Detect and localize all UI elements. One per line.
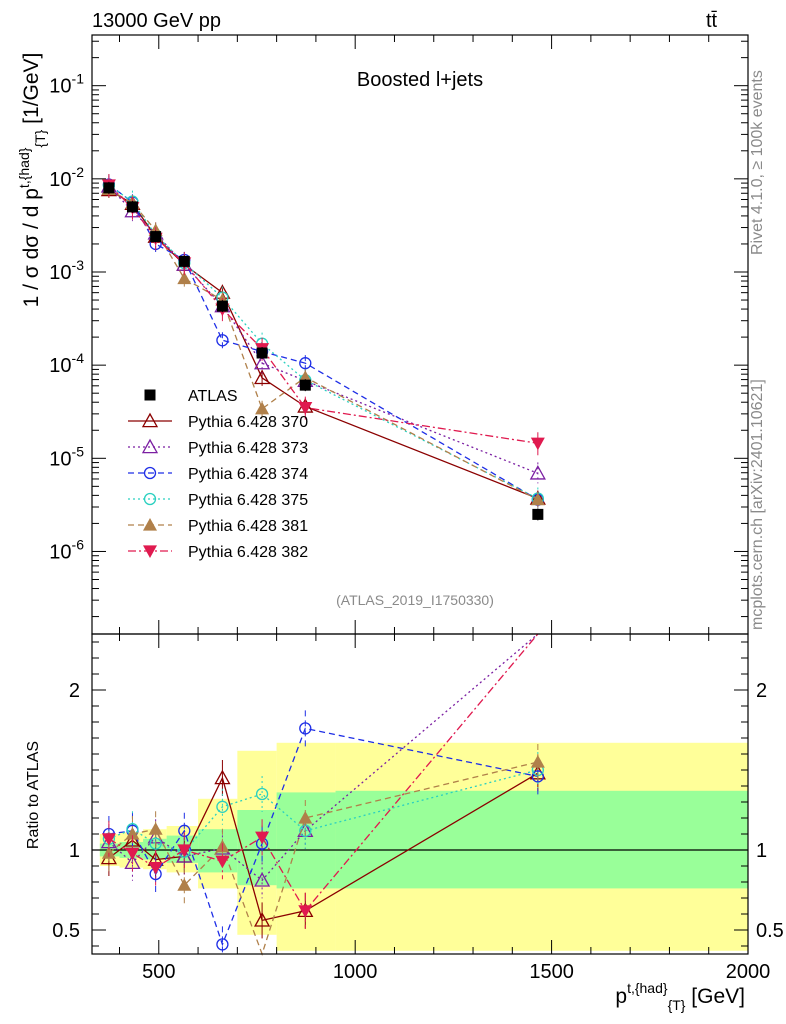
x-tick-label: 500	[142, 961, 175, 983]
legend-label: Pythia 6.428 382	[188, 544, 308, 561]
ratio-panel: 0.5 0.5 1 1 2 2 500 1000 1500 2000 Ratio to ATLAS…	[25, 633, 784, 1013]
ratio-series-marker	[253, 912, 271, 927]
series-line	[108, 183, 539, 501]
legend-marker	[143, 492, 157, 506]
legend-label: ATLAS	[188, 388, 238, 405]
legend-label: Pythia 6.428 375	[188, 492, 308, 509]
rivet-version-label: Rivet 4.1.0, ≥ 100k events	[749, 70, 766, 255]
ratio-series-marker	[255, 787, 269, 801]
series-line	[108, 185, 539, 474]
legend: ATLAS Pythia 6.428 370 Pythia 6.428 373 Pyt…	[128, 388, 308, 561]
legend-label: Pythia 6.428 370	[188, 414, 308, 431]
x-tick-label: 1500	[529, 961, 574, 983]
mcplots-reference-label: mcplots.cern.ch [arXiv:2401.10621]	[749, 379, 766, 630]
legend-marker	[141, 438, 159, 454]
ratio-series-marker	[214, 769, 231, 785]
ratio-series-marker	[177, 878, 192, 891]
legend-marker	[141, 412, 159, 428]
ratio-series-marker	[125, 847, 140, 861]
series-marker	[177, 271, 192, 285]
data-point	[532, 508, 544, 520]
energy-label: 13000 GeV pp	[92, 10, 221, 32]
main-panel: 10-110-210-310-410-510-6 Boosted l+jets …	[16, 34, 749, 635]
ratio-series-marker	[298, 811, 313, 824]
ratio-frame	[91, 633, 749, 955]
legend-marker	[143, 545, 157, 558]
ratio-series-marker	[125, 827, 140, 840]
x-tick-label: 2000	[726, 961, 771, 983]
legend-marker	[144, 389, 156, 401]
ratio-series-marker	[299, 722, 312, 735]
data-point	[178, 255, 190, 267]
ratio-series-marker	[148, 822, 163, 835]
legend-label: Pythia 6.428 373	[188, 440, 308, 457]
ratio-series-marker	[298, 905, 313, 918]
ratio-series-marker	[177, 844, 192, 857]
ratio-y-axis-label: Ratio to ATLAS	[25, 741, 42, 849]
data-point	[126, 201, 138, 213]
series-marker	[299, 357, 312, 370]
y-axis-label: 1 / σ dσ / d pt,{had}{T} [1/GeV]	[16, 53, 48, 308]
x-axis-label: pt,{had}{T} [GeV]	[615, 980, 745, 1013]
ratio-tick-label-left: 1	[69, 840, 80, 862]
ratio-series-line	[108, 769, 539, 853]
legend-label: Pythia 6.428 381	[188, 518, 308, 535]
data-point	[103, 182, 115, 194]
y-tick-label: 10-4	[49, 350, 84, 377]
ratio-series-marker	[530, 755, 545, 768]
ratio-series-marker	[101, 833, 116, 846]
series-line	[108, 184, 538, 444]
series-marker	[298, 402, 313, 415]
ratio-band-stat	[276, 792, 336, 889]
x-tick-label: 1000	[333, 961, 378, 983]
ratio-tick-label-left: 2	[69, 680, 80, 702]
chart-title: Boosted l+jets	[357, 69, 483, 91]
ratio-series-marker	[148, 862, 163, 875]
ratio-series-marker	[149, 837, 162, 850]
series-marker	[530, 492, 545, 506]
ratio-series-line	[108, 772, 539, 922]
ratio-series-marker	[101, 846, 116, 859]
ratio-tick-label-right: 2	[756, 680, 767, 702]
legend-marker	[143, 518, 157, 531]
ratio-series-marker	[216, 938, 229, 951]
series-marker	[255, 401, 270, 415]
ratio-band-stat	[237, 810, 277, 886]
ratio-series-marker	[531, 770, 544, 783]
ratio-tick-label-right: 0.5	[756, 920, 784, 942]
series-marker	[253, 354, 271, 370]
ratio-series-marker	[255, 831, 270, 845]
analysis-id-label: (ATLAS_2019_I1750330)	[336, 592, 494, 608]
y-tick-label: 10-6	[49, 536, 84, 563]
data-point	[216, 300, 228, 312]
ratio-tick-label-left: 0.5	[52, 920, 80, 942]
data-point	[150, 231, 162, 243]
data-point	[299, 379, 311, 391]
series-marker	[529, 464, 546, 480]
ratio-series-marker	[253, 872, 271, 887]
series-line	[108, 184, 539, 500]
legend-marker	[143, 466, 157, 480]
ratio-series-line	[108, 633, 539, 912]
series-line	[108, 188, 539, 501]
ratio-series-marker	[215, 855, 230, 869]
legend-label: Pythia 6.428 374	[188, 466, 308, 483]
y-tick-label: 10-2	[49, 164, 84, 191]
series-marker	[253, 369, 271, 385]
ratio-series-line	[108, 761, 538, 956]
series-marker	[530, 437, 545, 451]
y-tick-label: 10-5	[49, 443, 84, 470]
y-tick-label: 10-3	[49, 257, 84, 284]
process-label: tt̄	[706, 10, 718, 32]
series-marker	[216, 334, 229, 347]
y-tick-label: 10-1	[49, 71, 84, 98]
data-point	[256, 347, 268, 359]
ratio-tick-label-right: 1	[756, 840, 767, 862]
series-line	[108, 189, 539, 500]
ratio-series-marker	[216, 800, 229, 813]
ratio-band-stat	[335, 790, 748, 889]
